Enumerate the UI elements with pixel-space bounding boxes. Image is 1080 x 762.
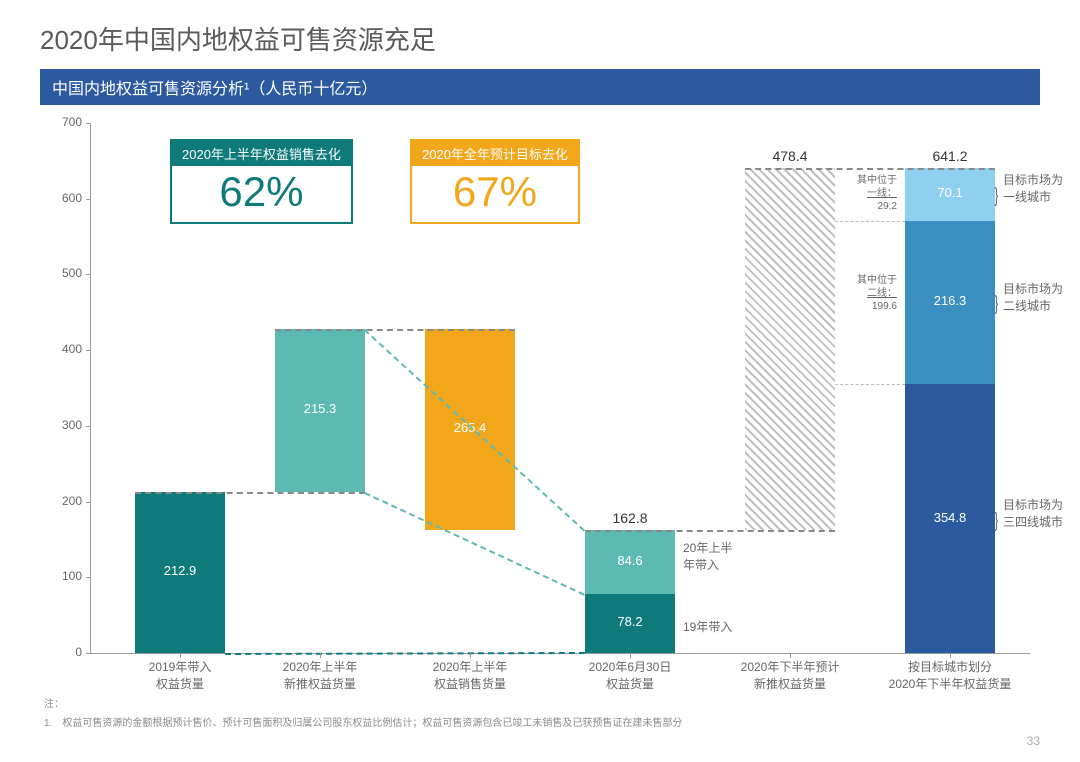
page-title: 2020年中国内地权益可售资源充足 — [40, 20, 1040, 57]
x-category-label: 按目标城市划分 2020年下半年权益货量 — [880, 659, 1020, 693]
connector-line — [275, 329, 515, 331]
brace-icon: } — [994, 185, 998, 208]
connector-line — [225, 652, 585, 655]
bar-segment: 216.3 — [905, 221, 995, 385]
bar-side-label: 19年带入 — [683, 619, 732, 636]
tier1-l1: 其中位于 — [857, 175, 897, 186]
bar-total-label: 478.4 — [740, 148, 840, 164]
subtitle-bar: 中国内地权益可售资源分析¹（人民币十亿元） — [40, 69, 1040, 105]
brace-icon: } — [994, 510, 998, 533]
bar-side-label: 目标市场为 三四线城市 — [1003, 497, 1063, 531]
bar-total-label: 641.2 — [900, 148, 1000, 164]
ytick-label: 600 — [40, 191, 82, 205]
bar-value-label: 70.1 — [905, 185, 995, 200]
x-category-label: 2020年上半年 权益销售货量 — [400, 659, 540, 693]
ytick-label: 700 — [40, 115, 82, 129]
bar-segment: 78.2 — [585, 594, 675, 653]
bar-value-label: 216.3 — [905, 293, 995, 308]
footnote-head: 注： — [40, 697, 1040, 712]
tier-separator — [835, 384, 905, 385]
xtick-mark — [790, 653, 791, 658]
tier1-annotation: 其中位于 一线： 29.2 — [837, 174, 897, 213]
xtick-mark — [950, 653, 951, 658]
page-number: 33 — [1027, 734, 1040, 748]
bar-value-label: 84.6 — [585, 553, 675, 568]
tier1-l2: 一线： — [867, 188, 897, 199]
ytick-label: 0 — [40, 645, 82, 659]
brace-icon: } — [994, 293, 998, 316]
chart: 0100200300400500600700 2020年上半年权益销售去化 62… — [40, 113, 1040, 693]
ytick-label: 400 — [40, 342, 82, 356]
ytick-label: 500 — [40, 266, 82, 280]
connector-line — [585, 530, 835, 532]
bar-value-label: 354.8 — [905, 510, 995, 525]
bar-segment: 84.6 — [585, 530, 675, 594]
xtick-mark — [180, 653, 181, 658]
bar-segment: 70.1 — [905, 168, 995, 221]
bar-segment: 354.8 — [905, 384, 995, 653]
x-category-label: 2020年6月30日 权益货量 — [560, 659, 700, 693]
bar-side-label: 20年上半 年带入 — [683, 540, 732, 574]
tier2-val: 199.6 — [872, 301, 897, 312]
bar-segment — [745, 168, 835, 530]
footnote-body: 1. 权益可售资源的金额根据预计售价、预计可售面积及归属公司股东权益比例估计；权… — [40, 716, 1040, 731]
bar-segment: 215.3 — [275, 329, 365, 492]
xtick-mark — [630, 653, 631, 658]
tier1-val: 29.2 — [878, 201, 897, 212]
bar-value-label: 78.2 — [585, 614, 675, 629]
connector-line — [745, 168, 995, 170]
x-category-label: 2020年上半年 新推权益货量 — [250, 659, 390, 693]
connector-line — [135, 492, 365, 494]
x-category-label: 2019年带入 权益货量 — [110, 659, 250, 693]
xtick-mark — [470, 653, 471, 658]
tier2-l2: 二线： — [867, 288, 897, 299]
ytick-mark — [86, 653, 90, 654]
bar-side-label: 目标市场为 一线城市 — [1003, 172, 1063, 206]
tier2-annotation: 其中位于 二线： 199.6 — [837, 274, 897, 313]
bar-segment: 265.4 — [425, 329, 515, 530]
tier2-l1: 其中位于 — [857, 275, 897, 286]
x-category-label: 2020年下半年预计 新推权益货量 — [720, 659, 860, 693]
ytick-label: 100 — [40, 569, 82, 583]
xtick-mark — [320, 653, 321, 658]
bar-value-label: 215.3 — [275, 401, 365, 416]
bar-value-label: 212.9 — [135, 563, 225, 578]
bar-segment: 212.9 — [135, 492, 225, 653]
ytick-label: 200 — [40, 494, 82, 508]
ytick-label: 300 — [40, 418, 82, 432]
tier-separator — [835, 221, 905, 222]
bar-total-label: 162.8 — [580, 510, 680, 526]
bar-side-label: 目标市场为 二线城市 — [1003, 281, 1063, 315]
